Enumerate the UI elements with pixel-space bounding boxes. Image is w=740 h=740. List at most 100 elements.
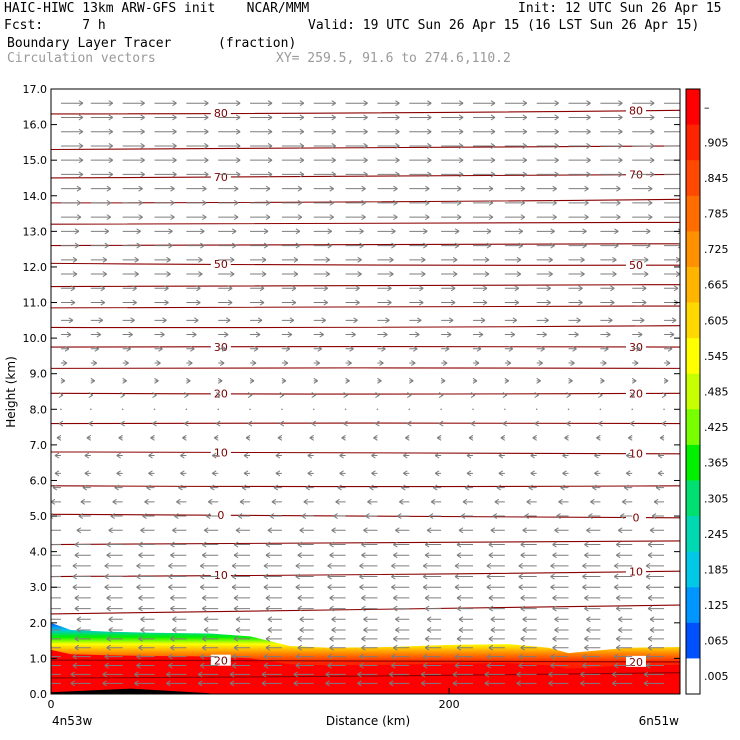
wind-vector xyxy=(472,256,490,263)
wind-vector xyxy=(504,171,528,178)
wind-vector xyxy=(136,573,155,580)
wind-vector xyxy=(84,452,91,459)
wind-vector xyxy=(409,143,432,149)
wind-vector xyxy=(90,143,114,149)
wind-vector xyxy=(90,157,114,164)
wind-vector xyxy=(472,331,484,338)
wind-vector xyxy=(250,317,263,324)
wind-vector xyxy=(568,228,587,235)
wind-vector xyxy=(345,271,362,277)
wind-vector xyxy=(122,285,137,292)
contour-label-bg xyxy=(210,171,231,183)
wind-vector xyxy=(504,285,520,292)
wind-vector xyxy=(600,128,623,135)
wind-vector xyxy=(472,171,496,178)
wind-vector xyxy=(586,527,601,534)
wind-vector xyxy=(148,452,155,459)
wind-vector xyxy=(154,360,161,366)
wind-vector xyxy=(377,242,396,249)
wind-vector xyxy=(377,143,400,149)
wind-vector xyxy=(281,143,305,149)
wind-vector xyxy=(472,157,496,164)
wind-vector xyxy=(661,392,667,398)
wind-vector xyxy=(361,541,378,548)
wind-vector xyxy=(458,627,473,633)
wind-vector xyxy=(106,605,123,612)
header-line-1-left: HAIC-HIWC 13km ARW-GFS init NCAR/MMM xyxy=(4,1,310,16)
wind-vector xyxy=(250,114,273,121)
contour-line xyxy=(51,451,680,455)
contour-label-bg xyxy=(625,259,646,271)
wind-vector xyxy=(502,392,508,398)
contour-label: 20 xyxy=(629,387,643,400)
wind-vector xyxy=(313,143,337,149)
colorbar-swatch xyxy=(686,516,700,553)
wind-vector xyxy=(409,285,424,292)
wind-vector xyxy=(441,100,464,107)
wind-vector xyxy=(186,285,201,292)
wind-vector xyxy=(441,285,456,292)
wind-vector xyxy=(60,299,76,306)
wind-vector xyxy=(554,527,569,534)
wind-vector xyxy=(313,228,333,235)
wind-vector xyxy=(568,360,575,366)
wind-vector xyxy=(472,317,486,324)
wind-vector xyxy=(281,228,301,235)
wind-vector xyxy=(102,680,123,687)
wind-vector xyxy=(235,616,251,623)
wind-vector xyxy=(629,392,635,398)
wind-vector xyxy=(152,392,157,398)
wind-vector xyxy=(599,408,602,411)
wind-vector xyxy=(426,627,442,633)
wind-vector xyxy=(441,185,462,192)
wind-vector xyxy=(502,420,508,427)
wind-vector xyxy=(80,498,91,505)
wind-vector xyxy=(409,242,428,249)
wind-vector xyxy=(363,627,378,633)
wind-vector xyxy=(359,573,378,580)
wind-vector xyxy=(484,680,505,687)
wind-vector xyxy=(185,408,188,411)
wind-vector xyxy=(460,513,473,519)
wind-vector xyxy=(632,157,655,164)
wind-vector xyxy=(54,452,61,459)
wind-vector xyxy=(568,128,591,135)
wind-vector xyxy=(154,100,177,107)
wind-vector xyxy=(395,527,410,534)
colorbar-swatch xyxy=(686,480,700,517)
wind-vector xyxy=(472,285,488,292)
wind-vector xyxy=(409,331,420,338)
wind-vector xyxy=(422,653,442,660)
wind-vector xyxy=(568,114,591,121)
wind-vector xyxy=(580,680,601,687)
wind-vector xyxy=(186,157,209,164)
wind-vector xyxy=(504,143,528,149)
wind-vector xyxy=(345,256,362,263)
wind-vector xyxy=(498,470,505,477)
wind-vector xyxy=(325,680,346,687)
wind-vector xyxy=(464,484,473,491)
wind-vector xyxy=(568,143,591,149)
wind-vector xyxy=(78,513,91,519)
wind-vector xyxy=(186,128,209,135)
wind-vector xyxy=(522,627,537,633)
wind-vector xyxy=(377,271,394,277)
wind-vector xyxy=(504,114,528,121)
wind-vector xyxy=(613,562,633,569)
wind-vector xyxy=(231,562,251,569)
wind-vector xyxy=(441,114,464,121)
wind-vector xyxy=(377,100,400,107)
wind-vector xyxy=(217,408,220,411)
wind-vector xyxy=(51,673,61,675)
wind-vector xyxy=(536,199,557,206)
wind-vector xyxy=(389,671,410,678)
wind-vector xyxy=(136,562,155,569)
wind-vector xyxy=(218,360,225,366)
y-tick-label: 12.0 xyxy=(23,261,48,274)
wind-vector xyxy=(409,345,418,352)
wind-vector xyxy=(441,271,458,277)
wind-vector xyxy=(281,285,297,292)
wind-vector xyxy=(313,256,331,263)
wind-vector xyxy=(664,186,680,192)
wind-vector xyxy=(327,653,346,660)
